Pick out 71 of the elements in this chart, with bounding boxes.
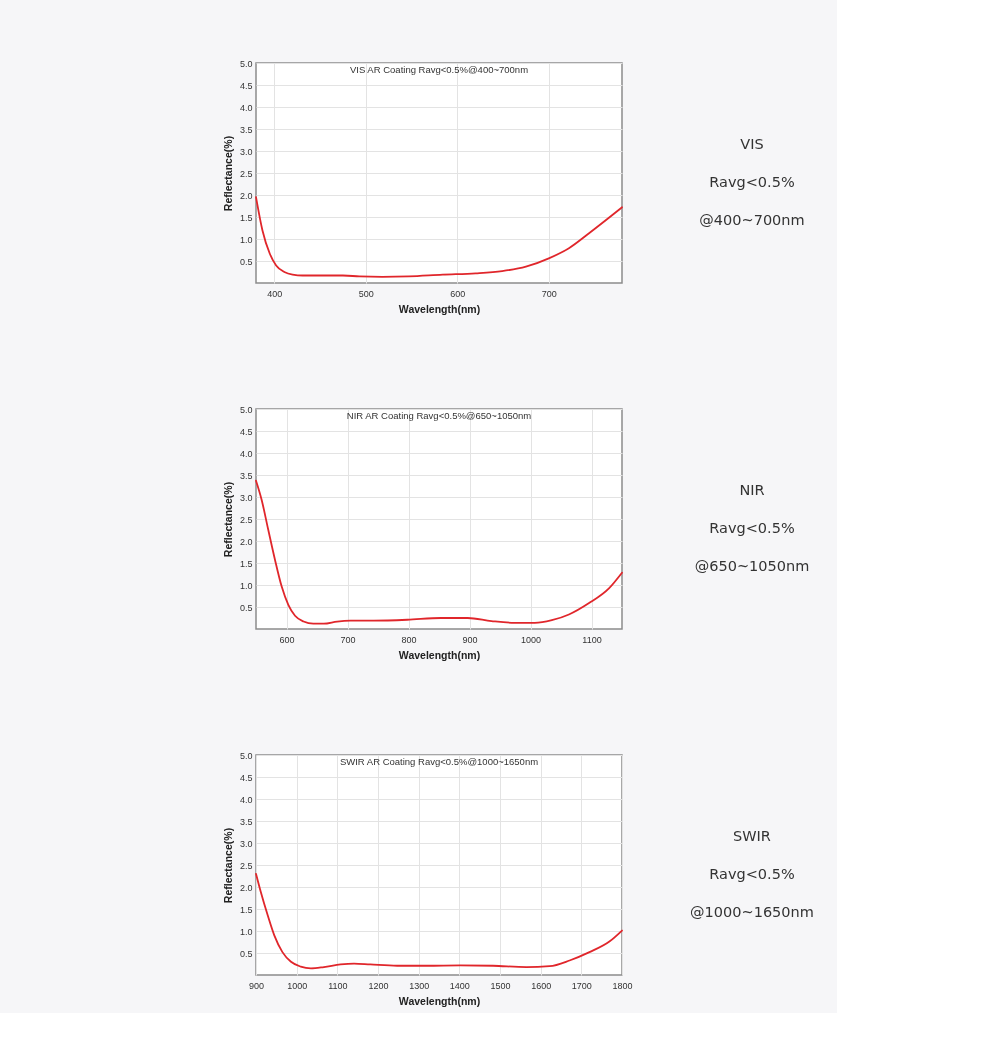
y-tick-label: 3.5 <box>239 470 253 481</box>
x-tick-label: 1000 <box>287 980 308 991</box>
y-tick-label: 5.0 <box>239 750 253 761</box>
y-tick-label: 1.5 <box>239 558 253 569</box>
x-tick-label: 600 <box>450 288 466 299</box>
y-tick-label: 4.0 <box>239 448 253 459</box>
x-axis-title: Wavelength(nm) <box>398 994 481 1007</box>
line-series <box>255 479 623 625</box>
y-tick-label: 3.5 <box>239 816 253 827</box>
x-tick-label: 1800 <box>612 980 633 991</box>
y-tick-label: 2.5 <box>239 860 253 871</box>
y-tick-label: 3.0 <box>239 492 253 503</box>
x-tick-label: 900 <box>462 634 478 645</box>
y-tick-label: 2.0 <box>239 536 253 547</box>
text: VIS <box>740 136 764 152</box>
x-tick-label: 600 <box>279 634 295 645</box>
x-tick-label: 1300 <box>409 980 430 991</box>
y-axis-title: Reflectance(%) <box>221 135 234 212</box>
chart-title: SWIR AR Coating Ravg<0.5%@1000~1650nm <box>339 755 539 767</box>
chart-title: NIR AR Coating Ravg<0.5%@650~1050nm <box>346 409 532 421</box>
line-series <box>255 196 623 278</box>
line-series <box>255 872 623 970</box>
y-tick-label: 4.5 <box>239 80 253 91</box>
x-tick-label: 1600 <box>531 980 552 991</box>
y-tick-label: 0.5 <box>239 948 253 959</box>
y-tick-label: 2.5 <box>239 168 253 179</box>
y-tick-label: 2.0 <box>239 190 253 201</box>
y-axis-title: Reflectance(%) <box>221 481 234 558</box>
y-tick-label: 0.5 <box>239 256 253 267</box>
y-axis-title: Reflectance(%) <box>221 827 234 904</box>
y-tick-label: 3.5 <box>239 124 253 135</box>
x-tick-label: 700 <box>541 288 557 299</box>
y-tick-label: 5.0 <box>239 404 253 415</box>
y-tick-label: 1.5 <box>239 904 253 915</box>
y-tick-label: 4.5 <box>239 426 253 437</box>
y-tick-label: 1.5 <box>239 212 253 223</box>
x-tick-label: 1100 <box>582 634 602 645</box>
x-tick-label: 1100 <box>328 980 348 991</box>
text: NIR <box>739 482 765 498</box>
y-tick-label: 1.0 <box>239 926 253 937</box>
y-tick-label: 1.0 <box>239 234 253 245</box>
x-axis-title: Wavelength(nm) <box>398 648 481 661</box>
text: @400~700nm <box>699 212 805 228</box>
x-tick-label: 1700 <box>571 980 592 991</box>
y-tick-label: 4.0 <box>239 794 253 805</box>
x-tick-label: 900 <box>248 980 265 991</box>
y-tick-label: 2.0 <box>239 882 253 893</box>
text: SWIR <box>733 828 771 844</box>
text: @1000~1650nm <box>690 904 814 920</box>
y-tick-label: 5.0 <box>239 58 253 69</box>
y-tick-label: 2.5 <box>239 514 253 525</box>
x-tick-label: 400 <box>267 288 283 299</box>
text: Ravg<0.5% <box>709 174 795 190</box>
text: Ravg<0.5% <box>709 520 795 536</box>
chart-title: VIS AR Coating Ravg<0.5%@400~700nm <box>349 63 529 75</box>
y-tick-label: 4.0 <box>239 102 253 113</box>
x-tick-label: 500 <box>358 288 374 299</box>
y-tick-label: 4.5 <box>239 772 253 783</box>
y-tick-label: 0.5 <box>239 602 253 613</box>
y-tick-label: 3.0 <box>239 146 253 157</box>
x-tick-label: 1500 <box>490 980 511 991</box>
x-tick-label: 700 <box>340 634 356 645</box>
y-tick-label: 3.0 <box>239 838 253 849</box>
x-tick-label: 1200 <box>368 980 389 991</box>
text: Ravg<0.5% <box>709 866 795 882</box>
y-tick-label: 1.0 <box>239 580 253 591</box>
text: @650~1050nm <box>694 558 810 574</box>
x-tick-label: 1000 <box>520 634 542 645</box>
x-tick-label: 1400 <box>449 980 470 991</box>
x-tick-label: 800 <box>401 634 417 645</box>
x-axis-title: Wavelength(nm) <box>398 302 481 315</box>
